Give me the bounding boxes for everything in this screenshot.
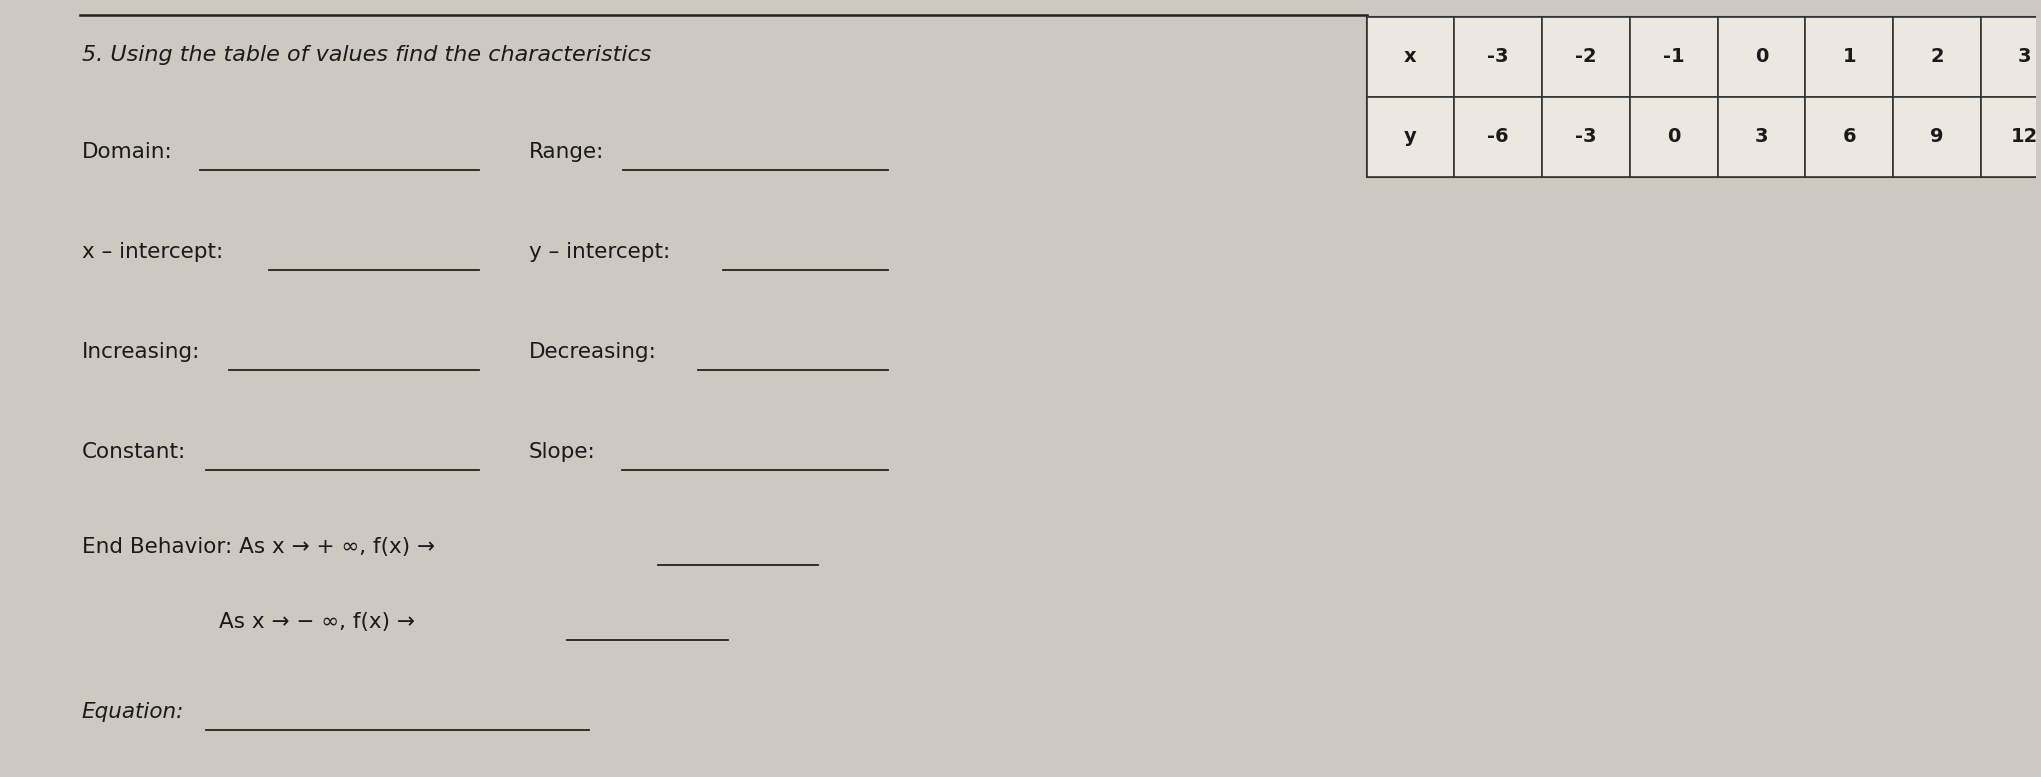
Bar (1543, 97, 1631, 177)
Text: 0: 0 (1667, 127, 1680, 147)
Text: Range:: Range: (529, 142, 604, 162)
Bar (1806, 97, 1894, 177)
Text: x: x (1404, 47, 1416, 67)
Text: 5. Using the table of values find the characteristics: 5. Using the table of values find the ch… (82, 45, 651, 65)
Text: 3: 3 (2019, 47, 2031, 67)
Text: -6: -6 (1488, 127, 1508, 147)
Bar (1806, 17, 1894, 97)
Bar (1367, 17, 1455, 97)
Text: 0: 0 (1755, 47, 1768, 67)
Text: -3: -3 (1488, 47, 1508, 67)
Text: End Behavior: As x → + ∞, f(x) →: End Behavior: As x → + ∞, f(x) → (82, 537, 435, 557)
Text: Equation:: Equation: (82, 702, 184, 722)
Bar (1982, 97, 2041, 177)
Text: 3: 3 (1755, 127, 1768, 147)
Text: Domain:: Domain: (82, 142, 173, 162)
Text: -1: -1 (1663, 47, 1684, 67)
Text: y: y (1404, 127, 1416, 147)
Text: Increasing:: Increasing: (82, 342, 200, 362)
Text: Constant:: Constant: (82, 442, 186, 462)
Text: 6: 6 (1843, 127, 1855, 147)
Bar (1543, 17, 1631, 97)
Text: y – intercept:: y – intercept: (529, 242, 669, 262)
Bar (1982, 17, 2041, 97)
Bar (1719, 17, 1806, 97)
Text: 1: 1 (1843, 47, 1855, 67)
Text: 2: 2 (1931, 47, 1943, 67)
Bar (1455, 97, 1543, 177)
Bar (1719, 97, 1806, 177)
Text: As x → − ∞, f(x) →: As x → − ∞, f(x) → (220, 612, 414, 632)
Text: Slope:: Slope: (529, 442, 596, 462)
Text: -3: -3 (1576, 127, 1596, 147)
Text: x – intercept:: x – intercept: (82, 242, 222, 262)
Bar (1631, 17, 1719, 97)
Bar (1367, 97, 1455, 177)
Bar (1455, 17, 1543, 97)
Text: 12: 12 (2010, 127, 2039, 147)
Bar (1367, 17, 2041, 177)
Bar (1631, 97, 1719, 177)
Text: 9: 9 (1931, 127, 1943, 147)
Bar (1894, 17, 1982, 97)
Text: Decreasing:: Decreasing: (529, 342, 657, 362)
Bar (1894, 97, 1982, 177)
Text: -2: -2 (1576, 47, 1596, 67)
